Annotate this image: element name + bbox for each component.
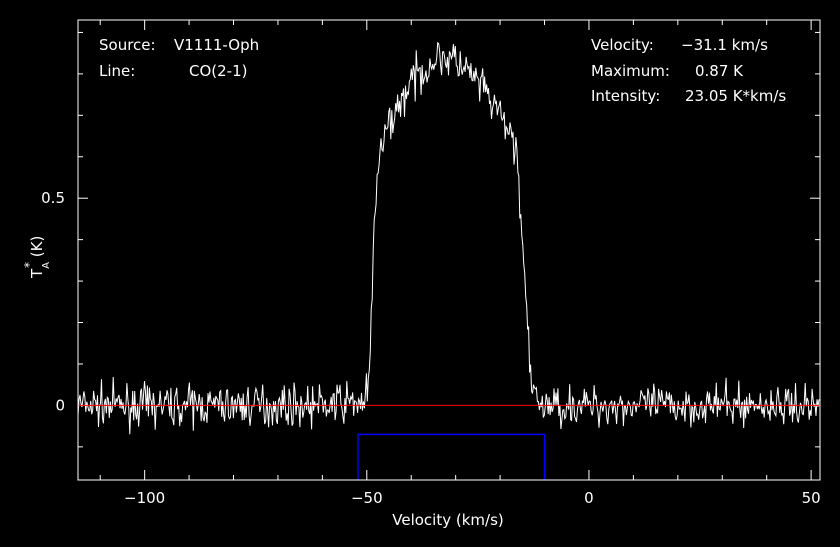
y-axis-label: TA * (K) — [22, 236, 52, 279]
tick-labels: −100 −50 0 50 0 0.5 — [41, 189, 821, 507]
y-axis-label-sup: * — [22, 262, 36, 268]
line-label: Line: — [99, 62, 135, 80]
plot-frame — [77, 19, 821, 481]
y-axis-label-unit: (K) — [28, 236, 46, 262]
maximum-label: Maximum: — [591, 62, 670, 80]
x-tick-label: −50 — [351, 489, 383, 507]
line-value: CO(2-1) — [189, 62, 247, 80]
y-tick-label: 0 — [55, 396, 65, 414]
y-axis-label-sub: A — [41, 262, 52, 269]
x-tick-label: 50 — [802, 489, 821, 507]
x-axis-label: Velocity (km/s) — [392, 511, 503, 529]
x-tick-label: −100 — [124, 489, 165, 507]
velocity-label: Velocity: — [591, 36, 654, 54]
source-value: V1111-Oph — [174, 36, 259, 54]
maximum-value: 0.87 K — [695, 62, 744, 80]
integration-window — [357, 433, 546, 480]
intensity-value: 23.05 K*km/s — [685, 87, 786, 105]
intensity-label: Intensity: — [591, 87, 660, 105]
spectrum-series-line — [77, 41, 821, 435]
y-axis-label-main: T — [28, 268, 46, 279]
velocity-value: −31.1 km/s — [681, 36, 768, 54]
y-tick-label: 0.5 — [41, 189, 65, 207]
source-label: Source: — [99, 36, 156, 54]
x-tick-label: 0 — [584, 489, 594, 507]
